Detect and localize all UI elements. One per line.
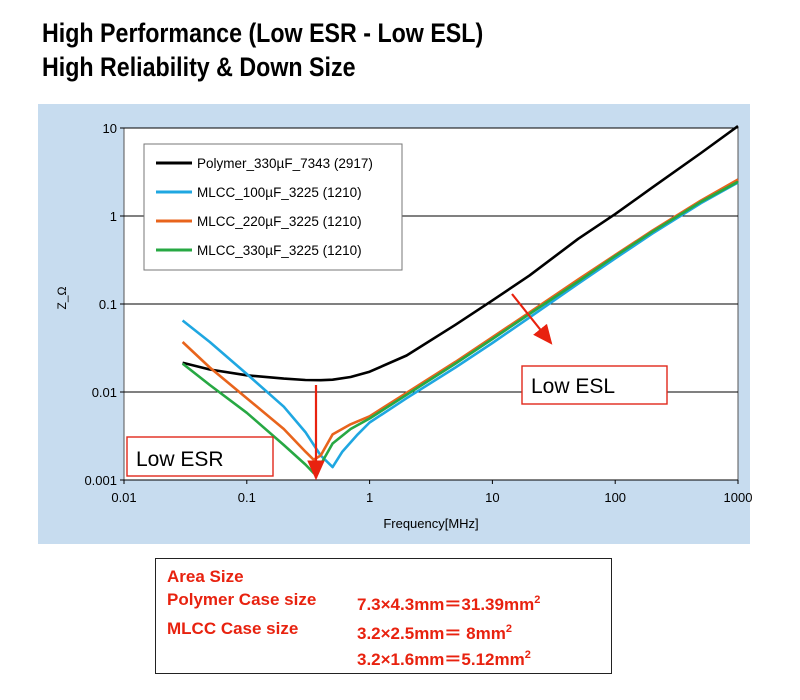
x-tick-label: 1 (366, 490, 373, 505)
x-axis-label: Frequency[MHz] (383, 516, 478, 531)
headline-line-2: High Reliability & Down Size (42, 52, 356, 82)
x-tick-label: 100 (604, 490, 626, 505)
x-tick-label: 1000 (724, 490, 753, 505)
headline-line-1: High Performance (Low ESR - Low ESL) (42, 18, 484, 48)
area-size-box: Area Size Polymer Case size 7.3×4.3mm＝31… (155, 558, 612, 674)
x-tick-label: 10 (485, 490, 499, 505)
mlcc-case-value-1: 3.2×2.5mm＝ 8mm2 (357, 623, 512, 643)
low-esl-box (521, 365, 668, 405)
legend-entry: MLCC_330µF_3225 (1210) (197, 243, 362, 258)
y-tick-label: 0.01 (92, 385, 117, 400)
superscript: 2 (505, 623, 512, 635)
y-tick-label: 1 (110, 209, 117, 224)
y-axis-label: Z_Ω (55, 286, 69, 309)
superscript: 2 (524, 649, 531, 661)
x-tick-label: 0.01 (111, 490, 136, 505)
legend-entry: MLCC_220µF_3225 (1210) (197, 214, 362, 229)
polymer-case-value: 7.3×4.3mm＝31.39mm2 (357, 594, 541, 614)
series-line-1 (182, 125, 739, 382)
series-line-2 (181, 181, 739, 469)
x-tick-label: 0.1 (238, 490, 256, 505)
low-esr-box (126, 436, 274, 477)
series-line-4 (181, 180, 739, 475)
legend-entry: MLCC_100µF_3225 (1210) (197, 185, 362, 200)
low-esr-label: Low ESR (136, 448, 224, 471)
mlcc-case-label: MLCC Case size (167, 619, 299, 638)
superscript: 2 (534, 594, 541, 606)
y-tick-label: 0.1 (99, 297, 117, 312)
low-esl-arrow (511, 293, 553, 345)
y-tick-label: 10 (103, 121, 117, 136)
low-esl-label: Low ESL (531, 375, 615, 398)
legend-entry: Polymer_330µF_7343 (2917) (197, 156, 373, 171)
area-size-title: Area Size (167, 567, 244, 586)
y-tick-label: 0.001 (84, 473, 117, 488)
mlcc-case-value-2: 3.2×1.6mm＝5.12mm2 (357, 649, 531, 669)
polymer-case-label: Polymer Case size (167, 590, 317, 609)
